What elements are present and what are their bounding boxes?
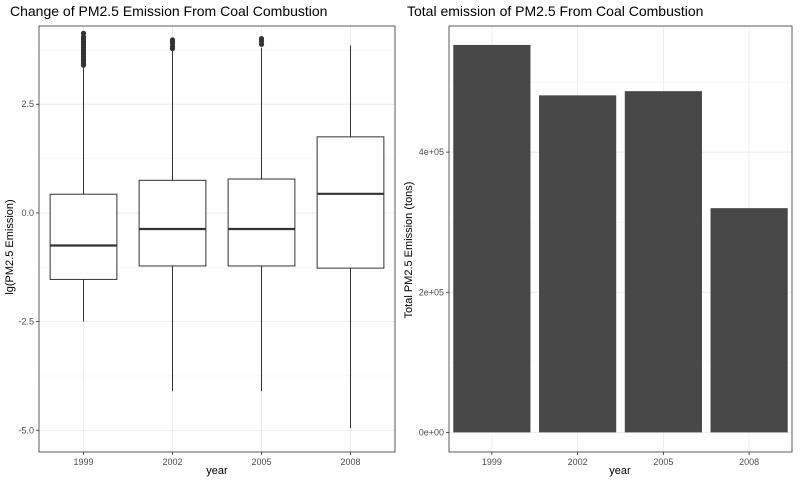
boxplot-panel: Change of PM2.5 Emission From Coal Combu… bbox=[4, 3, 396, 477]
bar-title: Total emission of PM2.5 From Coal Combus… bbox=[407, 3, 703, 19]
bar-y-tick-label: 0e+00 bbox=[419, 427, 444, 437]
bar-2002 bbox=[539, 95, 617, 433]
boxplot-marks bbox=[49, 30, 385, 429]
boxplot-x-tick-label: 2005 bbox=[251, 457, 271, 467]
bar-y-tick-label: 4e+05 bbox=[419, 147, 444, 157]
box-1999 bbox=[49, 30, 118, 322]
bar-panel: Total emission of PM2.5 From Coal Combus… bbox=[403, 3, 793, 477]
bar-x-tick-label: 1999 bbox=[482, 457, 502, 467]
boxplot-y-ticks: -5.0 -2.5 0.0 2.5 bbox=[18, 99, 39, 435]
boxplot-x-tick-label: 2008 bbox=[340, 457, 360, 467]
boxplot-x-tick-label: 2002 bbox=[162, 457, 182, 467]
box-body bbox=[227, 178, 296, 267]
boxplot-x-axis-title: year bbox=[206, 465, 228, 477]
bar-x-tick-label: 2005 bbox=[653, 457, 673, 467]
boxplot-x-ticks: 1999 2002 2005 2008 bbox=[73, 452, 361, 467]
boxplot-panel-border bbox=[38, 25, 396, 453]
boxplot-y-tick-label: -2.5 bbox=[18, 317, 34, 327]
box-body bbox=[316, 136, 385, 269]
bar-x-tick-label: 2002 bbox=[568, 457, 588, 467]
bar-x-tick-label: 2008 bbox=[739, 457, 759, 467]
boxplot-y-tick-label: -5.0 bbox=[18, 425, 34, 435]
bar-y-ticks: 0e+00 2e+05 4e+05 bbox=[419, 147, 449, 437]
bar-x-ticks: 1999 2002 2005 2008 bbox=[482, 452, 759, 467]
bar-y-axis-title: Total PM2.5 Emission (tons) bbox=[403, 182, 415, 319]
boxplot-x-tick-label: 1999 bbox=[73, 457, 93, 467]
box-outlier-point bbox=[169, 37, 176, 43]
boxplot-y-tick-label: 0.0 bbox=[21, 208, 34, 218]
box-outlier-point bbox=[80, 30, 87, 36]
boxplot-y-axis-title: lg(PM2.5 Emission) bbox=[4, 199, 16, 294]
box-2005 bbox=[227, 36, 296, 392]
bar-2008 bbox=[710, 208, 788, 433]
box-body bbox=[138, 179, 207, 267]
box-outlier-point bbox=[258, 36, 265, 42]
boxplot-title: Change of PM2.5 Emission From Coal Combu… bbox=[10, 3, 327, 19]
boxplot-y-tick-label: 2.5 bbox=[21, 99, 34, 109]
bar-1999 bbox=[453, 44, 531, 433]
bar-2005 bbox=[624, 91, 702, 433]
box-2002 bbox=[138, 37, 207, 392]
bar-panel-border bbox=[448, 25, 793, 453]
bar-x-axis-title: year bbox=[609, 465, 631, 477]
box-2008 bbox=[316, 45, 385, 429]
bar-y-tick-label: 2e+05 bbox=[419, 287, 444, 297]
box-body bbox=[49, 193, 118, 280]
bar-marks bbox=[453, 44, 788, 433]
